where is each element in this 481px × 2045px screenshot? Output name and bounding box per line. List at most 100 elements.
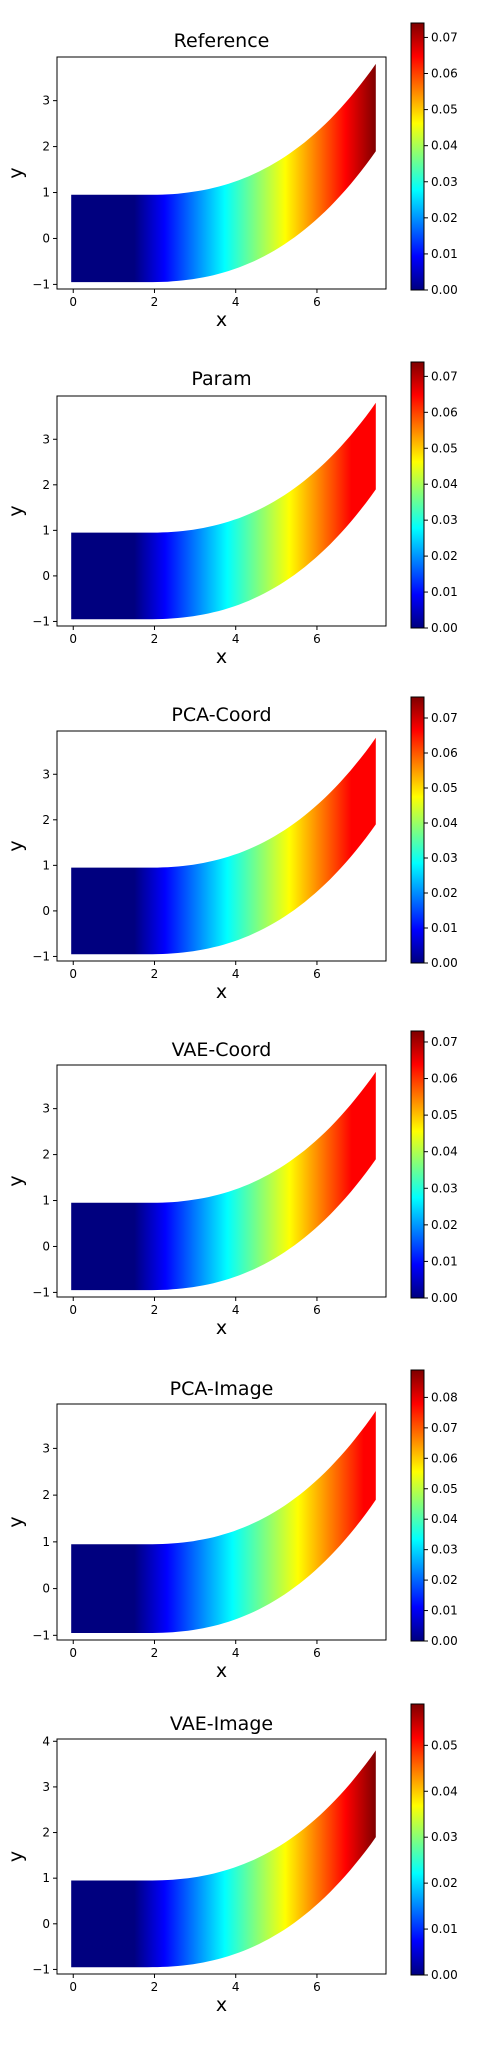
colorbar-tick-label: 0.02: [431, 1218, 458, 1232]
y-axis-label: y: [5, 167, 27, 178]
colorbar-tick-label: 0.02: [431, 1876, 458, 1890]
field-shape: [71, 402, 376, 620]
colorbar-tick-label: 0.01: [431, 247, 458, 261]
x-axis-label: x: [216, 646, 227, 668]
colorbar-tick-label: 0.08: [431, 1390, 458, 1404]
colorbar-tick-label: 0.00: [431, 956, 458, 970]
panel-1: Param 0 2 4 6 −1 0 1 2 3 x y 0.00 0.01 0.02 0.03 0.04 0.0…: [5, 361, 458, 668]
x-tick-label: 4: [232, 967, 240, 981]
colorbar-tick-label: 0.04: [431, 1512, 458, 1526]
x-tick-label: 6: [313, 967, 321, 981]
colorbar-tick-label: 0.02: [431, 1573, 458, 1587]
y-tick-label: −1: [32, 1962, 50, 1976]
y-tick-label: −1: [32, 614, 50, 628]
y-tick-label: 0: [42, 231, 50, 245]
colorbar-tick-label: 0.00: [431, 1291, 458, 1305]
colorbar-tick-label: 0.05: [431, 441, 458, 455]
colorbar-tick-label: 0.07: [431, 369, 458, 383]
x-tick-label: 0: [69, 1646, 77, 1660]
x-axis-label: x: [216, 1994, 227, 2016]
colorbar-tick-label: 0.05: [431, 103, 458, 117]
chart-title: PCA-Coord: [171, 704, 271, 726]
colorbar-tick-label: 0.01: [431, 1922, 458, 1936]
colorbar-tick-label: 0.01: [431, 921, 458, 935]
x-tick-label: 4: [232, 1980, 240, 1994]
colorbar-tick-label: 0.01: [431, 585, 458, 599]
x-tick-label: 6: [313, 1980, 321, 1994]
colorbar: [410, 361, 425, 629]
chart-title: Reference: [174, 30, 270, 52]
x-tick-label: 2: [151, 1303, 159, 1317]
y-axis-label: y: [5, 1851, 27, 1862]
axes-frame: [56, 1403, 387, 1641]
colorbar-tick-label: 0.04: [431, 1784, 458, 1798]
y-tick-label: 3: [42, 1102, 50, 1116]
colorbar-tick-label: 0.00: [431, 1968, 458, 1982]
x-tick-label: 0: [69, 967, 77, 981]
colorbar: [410, 1030, 425, 1299]
colorbar: [410, 1703, 425, 1976]
y-tick-label: 2: [42, 813, 50, 827]
y-axis-label: y: [5, 1175, 27, 1186]
colorbar-tick-label: 0.06: [431, 405, 458, 419]
axes-frame: [56, 1738, 387, 1975]
x-tick-label: 6: [313, 1303, 321, 1317]
colorbar-tick-label: 0.03: [431, 1181, 458, 1195]
y-tick-label: 3: [42, 1441, 50, 1455]
x-axis-label: x: [216, 1317, 227, 1339]
x-tick-label: 2: [151, 1646, 159, 1660]
y-tick-label: 1: [42, 1535, 50, 1549]
y-tick-label: 2: [42, 140, 50, 154]
colorbar-tick-label: 0.02: [431, 211, 458, 225]
colorbar-tick-label: 0.03: [431, 513, 458, 527]
y-tick-label: −1: [32, 949, 50, 963]
field-shape: [71, 737, 376, 955]
x-axis-label: x: [216, 309, 227, 331]
colorbar-tick-label: 0.04: [431, 816, 458, 830]
colorbar-tick-label: 0.07: [431, 1035, 458, 1049]
x-tick-label: 2: [151, 967, 159, 981]
y-tick-label: 3: [42, 1780, 50, 1794]
panel-4: PCA-Image 0 2 4 6 −1 0 1 2 3 x y 0.00 0.01 0.02 0.03 0.0…: [5, 1369, 458, 1682]
y-tick-label: 1: [42, 186, 50, 200]
x-axis-label: x: [216, 981, 227, 1003]
axes-frame: [56, 730, 387, 962]
colorbar-tick-label: 0.04: [431, 139, 458, 153]
colorbar-tick-label: 0.03: [431, 851, 458, 865]
colorbar: [410, 22, 425, 291]
field-shape: [71, 1411, 376, 1633]
colorbar: [410, 696, 425, 964]
field-shape: [71, 1750, 376, 1968]
colorbar-tick-label: 0.03: [431, 175, 458, 189]
chart-title: VAE-Coord: [172, 1039, 272, 1061]
colorbar: [410, 1369, 425, 1642]
field-shape: [71, 1071, 376, 1291]
y-axis-label: y: [5, 840, 27, 851]
x-tick-label: 4: [232, 1303, 240, 1317]
colorbar-tick-label: 0.00: [431, 283, 458, 297]
x-tick-label: 2: [151, 1980, 159, 1994]
y-tick-label: 2: [42, 1148, 50, 1162]
panel-0: Reference 0 2 4 6 −1 0 1 2 3 x y 0.00 0.01 0.02 0.03 0.0…: [5, 22, 458, 331]
x-tick-label: 4: [232, 1646, 240, 1660]
y-tick-label: 0: [42, 1917, 50, 1931]
axes-frame: [56, 1064, 387, 1298]
x-tick-label: 4: [232, 632, 240, 646]
y-tick-label: −1: [32, 1285, 50, 1299]
colorbar-tick-label: 0.06: [431, 1451, 458, 1465]
y-tick-label: 1: [42, 1871, 50, 1885]
colorbar-tick-label: 0.05: [431, 1482, 458, 1496]
colorbar-tick-label: 0.07: [431, 1421, 458, 1435]
colorbar-tick-label: 0.00: [431, 1634, 458, 1648]
colorbar-tick-label: 0.06: [431, 746, 458, 760]
y-tick-label: −1: [32, 1628, 50, 1642]
axes-frame: [56, 395, 387, 627]
chart-title: VAE-Image: [170, 1713, 273, 1735]
x-tick-label: 2: [151, 295, 159, 309]
panel-2: PCA-Coord 0 2 4 6 −1 0 1 2 3 x y 0.00 0.01 0.02 0.03 0.0…: [5, 696, 458, 1003]
colorbar-tick-label: 0.07: [431, 30, 458, 44]
colorbar-tick-label: 0.05: [431, 1738, 458, 1752]
colorbar-tick-label: 0.04: [431, 1145, 458, 1159]
